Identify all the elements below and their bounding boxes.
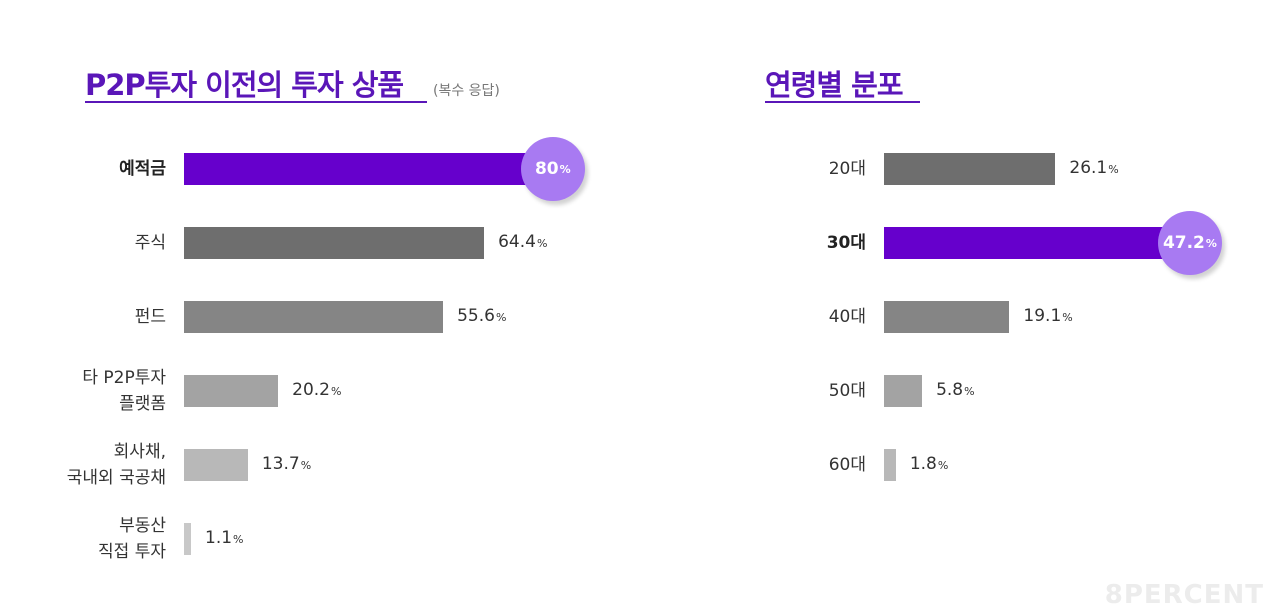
left-chart-subtitle: (복수 응답): [433, 83, 500, 99]
category-label: 60대: [828, 455, 866, 475]
value-label-group: 64.4%: [498, 232, 547, 252]
value-label: 20.2: [292, 380, 330, 400]
bar: [184, 227, 485, 259]
value-label: 64.4: [498, 232, 536, 252]
category-label: 50대: [828, 381, 866, 401]
category-label: 20대: [828, 159, 866, 179]
category-label: 타 P2P투자 플랫폼: [82, 368, 166, 414]
value-label-group: 1.1%: [205, 528, 244, 548]
value-label: 19.1: [1023, 306, 1062, 326]
category-label: 예적금: [119, 159, 166, 179]
value-label-group: 19.1%: [1023, 306, 1072, 326]
bar: [884, 375, 923, 407]
bar: [884, 227, 1194, 259]
left-title-underline: [85, 101, 427, 103]
category-label: 주식: [134, 233, 166, 253]
value-unit: %: [495, 311, 507, 324]
bar: [884, 301, 1010, 333]
left-chart-title: P2P투자 이전의 투자 상품: [85, 68, 404, 102]
category-label: 40대: [828, 307, 866, 327]
value-label: 26.1: [1069, 158, 1108, 178]
value-unit: %: [1062, 311, 1073, 324]
value-label: 13.7: [261, 454, 300, 474]
value-label: 80: [534, 159, 559, 179]
brand-watermark: 8PERCENT: [1104, 580, 1264, 610]
bar: [884, 449, 896, 481]
bar: [184, 153, 557, 185]
right-title-underline: [765, 101, 920, 103]
bar: [184, 375, 279, 407]
value-label-group: 13.7%: [262, 454, 311, 474]
value-unit: %: [964, 385, 975, 398]
value-label-group: 26.1%: [1069, 158, 1118, 178]
highlight-value-bubble: 80%: [520, 137, 585, 201]
category-label: 펀드: [134, 307, 166, 327]
value-unit: %: [300, 459, 312, 472]
value-label-group: 1.8%: [910, 454, 949, 474]
value-label-group: 5.8%: [936, 380, 975, 400]
value-label: 47.2: [1162, 233, 1205, 253]
bar: [184, 523, 191, 555]
value-label: 1.8: [909, 454, 937, 474]
bar: [884, 153, 1056, 185]
value-label: 5.8: [936, 380, 964, 400]
category-label: 부동산 직접 투자: [98, 516, 166, 562]
value-unit: %: [1205, 236, 1217, 250]
value-unit: %: [1108, 163, 1119, 176]
right-chart-title: 연령별 분포: [765, 68, 903, 102]
value-unit: %: [233, 533, 244, 546]
bar: [184, 301, 444, 333]
value-unit: %: [536, 237, 548, 250]
category-label: 회사채, 국내외 국공채: [66, 442, 166, 488]
value-label: 55.6: [457, 306, 495, 326]
value-label-group: 20.2%: [292, 380, 341, 400]
value-unit: %: [330, 385, 342, 398]
value-label: 1.1: [205, 528, 233, 548]
value-unit: %: [937, 459, 949, 472]
value-unit: %: [559, 162, 571, 176]
category-label: 30대: [826, 233, 866, 253]
bar: [184, 449, 248, 481]
highlight-value-bubble: 47.2%: [1157, 211, 1222, 275]
value-label-group: 55.6%: [457, 306, 506, 326]
